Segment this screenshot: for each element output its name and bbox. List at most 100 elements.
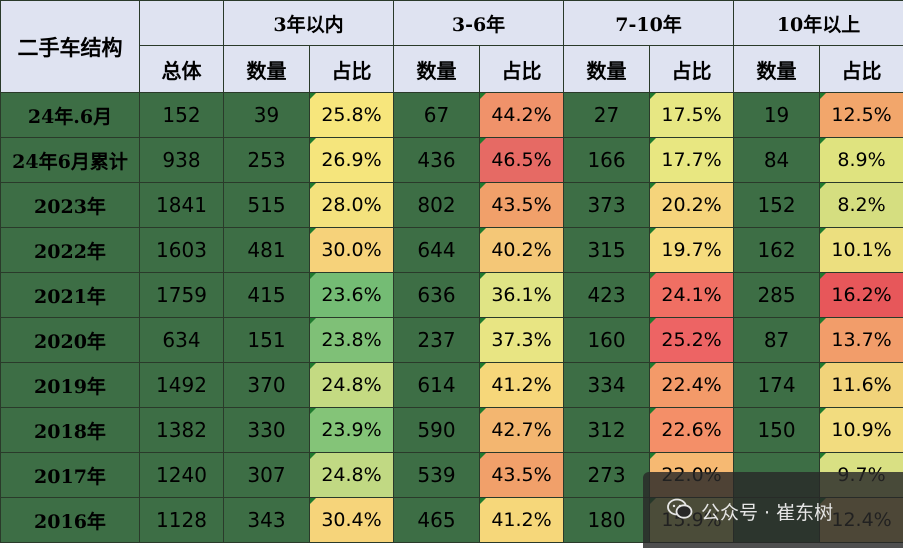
group-header: 3-6年 xyxy=(393,0,565,46)
count-cell: 87 xyxy=(733,317,821,363)
row-label: 2022年 xyxy=(0,227,140,273)
share-header: 占比 xyxy=(308,45,395,93)
count-cell: 285 xyxy=(733,272,821,318)
watermark-text: 公众号 · 崔东树 xyxy=(701,502,834,524)
share-cell: 25.8% xyxy=(308,92,395,138)
count-cell: 151 xyxy=(223,317,310,363)
share-cell: 8.9% xyxy=(819,137,903,183)
total-cell: 1382 xyxy=(139,407,224,453)
total-cell: 152 xyxy=(139,92,224,138)
table-row: 2021年 1759 415 23.6% 636 36.1% 423 24.1% 285 16.2… xyxy=(0,272,903,318)
group-header: 3年以内 xyxy=(222,0,395,46)
count-cell: 19 xyxy=(733,92,821,138)
group-header: 7-10年 xyxy=(563,0,735,46)
count-cell: 481 xyxy=(223,227,310,273)
share-cell: 28.0% xyxy=(308,182,395,228)
total-cell: 938 xyxy=(139,137,224,183)
share-cell: 16.2% xyxy=(819,272,903,318)
count-cell: 415 xyxy=(223,272,310,318)
count-cell: 253 xyxy=(223,137,310,183)
count-header: 数量 xyxy=(733,45,821,93)
share-cell: 24.8% xyxy=(308,452,395,498)
table-row: 24年.6月 152 39 25.8% 67 44.2% 27 17.5% 19 12.5% xyxy=(0,92,903,138)
share-cell: 37.3% xyxy=(479,317,565,363)
watermark: 公众号 · 崔东树 xyxy=(643,472,903,548)
total-cell: 1492 xyxy=(139,362,224,408)
table-row: 2019年 1492 370 24.8% 614 41.2% 334 22.4% 174 11.6… xyxy=(0,362,903,408)
share-cell: 20.2% xyxy=(649,182,735,228)
group-blank xyxy=(139,0,224,46)
count-cell: 162 xyxy=(733,227,821,273)
row-label: 2016年 xyxy=(0,497,140,543)
count-cell: 67 xyxy=(393,92,481,138)
count-cell: 84 xyxy=(733,137,821,183)
row-label: 2019年 xyxy=(0,362,140,408)
share-cell: 17.5% xyxy=(649,92,735,138)
share-cell: 46.5% xyxy=(479,137,565,183)
count-cell: 370 xyxy=(223,362,310,408)
count-cell: 150 xyxy=(733,407,821,453)
count-cell: 590 xyxy=(393,407,481,453)
share-header: 占比 xyxy=(649,45,735,93)
count-cell: 166 xyxy=(563,137,651,183)
group-header: 10年以上 xyxy=(733,0,903,46)
share-cell: 36.1% xyxy=(479,272,565,318)
share-cell: 23.9% xyxy=(308,407,395,453)
share-cell: 41.2% xyxy=(479,497,565,543)
count-cell: 802 xyxy=(393,182,481,228)
row-label: 2020年 xyxy=(0,317,140,363)
table-row: 2023年 1841 515 28.0% 802 43.5% 373 20.2% 152 8.2% xyxy=(0,182,903,228)
share-cell: 10.9% xyxy=(819,407,903,453)
total-cell: 1128 xyxy=(139,497,224,543)
row-label: 2017年 xyxy=(0,452,140,498)
share-cell: 43.5% xyxy=(479,452,565,498)
row-label: 24年6月累计 xyxy=(0,137,140,183)
count-cell: 39 xyxy=(223,92,310,138)
row-label: 2023年 xyxy=(0,182,140,228)
share-cell: 17.7% xyxy=(649,137,735,183)
table-row: 2020年 634 151 23.8% 237 37.3% 160 25.2% 87 13.7% xyxy=(0,317,903,363)
share-cell: 10.1% xyxy=(819,227,903,273)
row-label: 2021年 xyxy=(0,272,140,318)
count-cell: 312 xyxy=(563,407,651,453)
row-label: 24年.6月 xyxy=(0,92,140,138)
count-cell: 27 xyxy=(563,92,651,138)
share-cell: 12.5% xyxy=(819,92,903,138)
count-cell: 515 xyxy=(223,182,310,228)
share-header: 占比 xyxy=(479,45,565,93)
share-cell: 25.2% xyxy=(649,317,735,363)
count-cell: 539 xyxy=(393,452,481,498)
count-header: 数量 xyxy=(563,45,651,93)
total-cell: 1841 xyxy=(139,182,224,228)
share-cell: 44.2% xyxy=(479,92,565,138)
total-header: 总体 xyxy=(139,45,224,93)
share-cell: 41.2% xyxy=(479,362,565,408)
share-header: 占比 xyxy=(819,45,903,93)
share-cell: 30.0% xyxy=(308,227,395,273)
table-row: 2018年 1382 330 23.9% 590 42.7% 312 22.6% 150 10.9… xyxy=(0,407,903,453)
count-header: 数量 xyxy=(393,45,481,93)
share-cell: 40.2% xyxy=(479,227,565,273)
count-cell: 465 xyxy=(393,497,481,543)
count-cell: 330 xyxy=(223,407,310,453)
share-cell: 11.6% xyxy=(819,362,903,408)
share-cell: 23.6% xyxy=(308,272,395,318)
row-label: 2018年 xyxy=(0,407,140,453)
share-cell: 30.4% xyxy=(308,497,395,543)
table-row: 24年6月累计 938 253 26.9% 436 46.5% 166 17.7% 84 8.9% xyxy=(0,137,903,183)
total-cell: 1603 xyxy=(139,227,224,273)
table-body: 24年.6月 152 39 25.8% 67 44.2% 27 17.5% 19 12.5% 24年… xyxy=(0,92,903,543)
count-cell: 307 xyxy=(223,452,310,498)
count-cell: 334 xyxy=(563,362,651,408)
count-cell: 373 xyxy=(563,182,651,228)
share-cell: 42.7% xyxy=(479,407,565,453)
share-cell: 24.8% xyxy=(308,362,395,408)
total-cell: 634 xyxy=(139,317,224,363)
share-cell: 8.2% xyxy=(819,182,903,228)
count-cell: 160 xyxy=(563,317,651,363)
count-cell: 152 xyxy=(733,182,821,228)
count-cell: 273 xyxy=(563,452,651,498)
count-cell: 174 xyxy=(733,362,821,408)
share-cell: 23.8% xyxy=(308,317,395,363)
